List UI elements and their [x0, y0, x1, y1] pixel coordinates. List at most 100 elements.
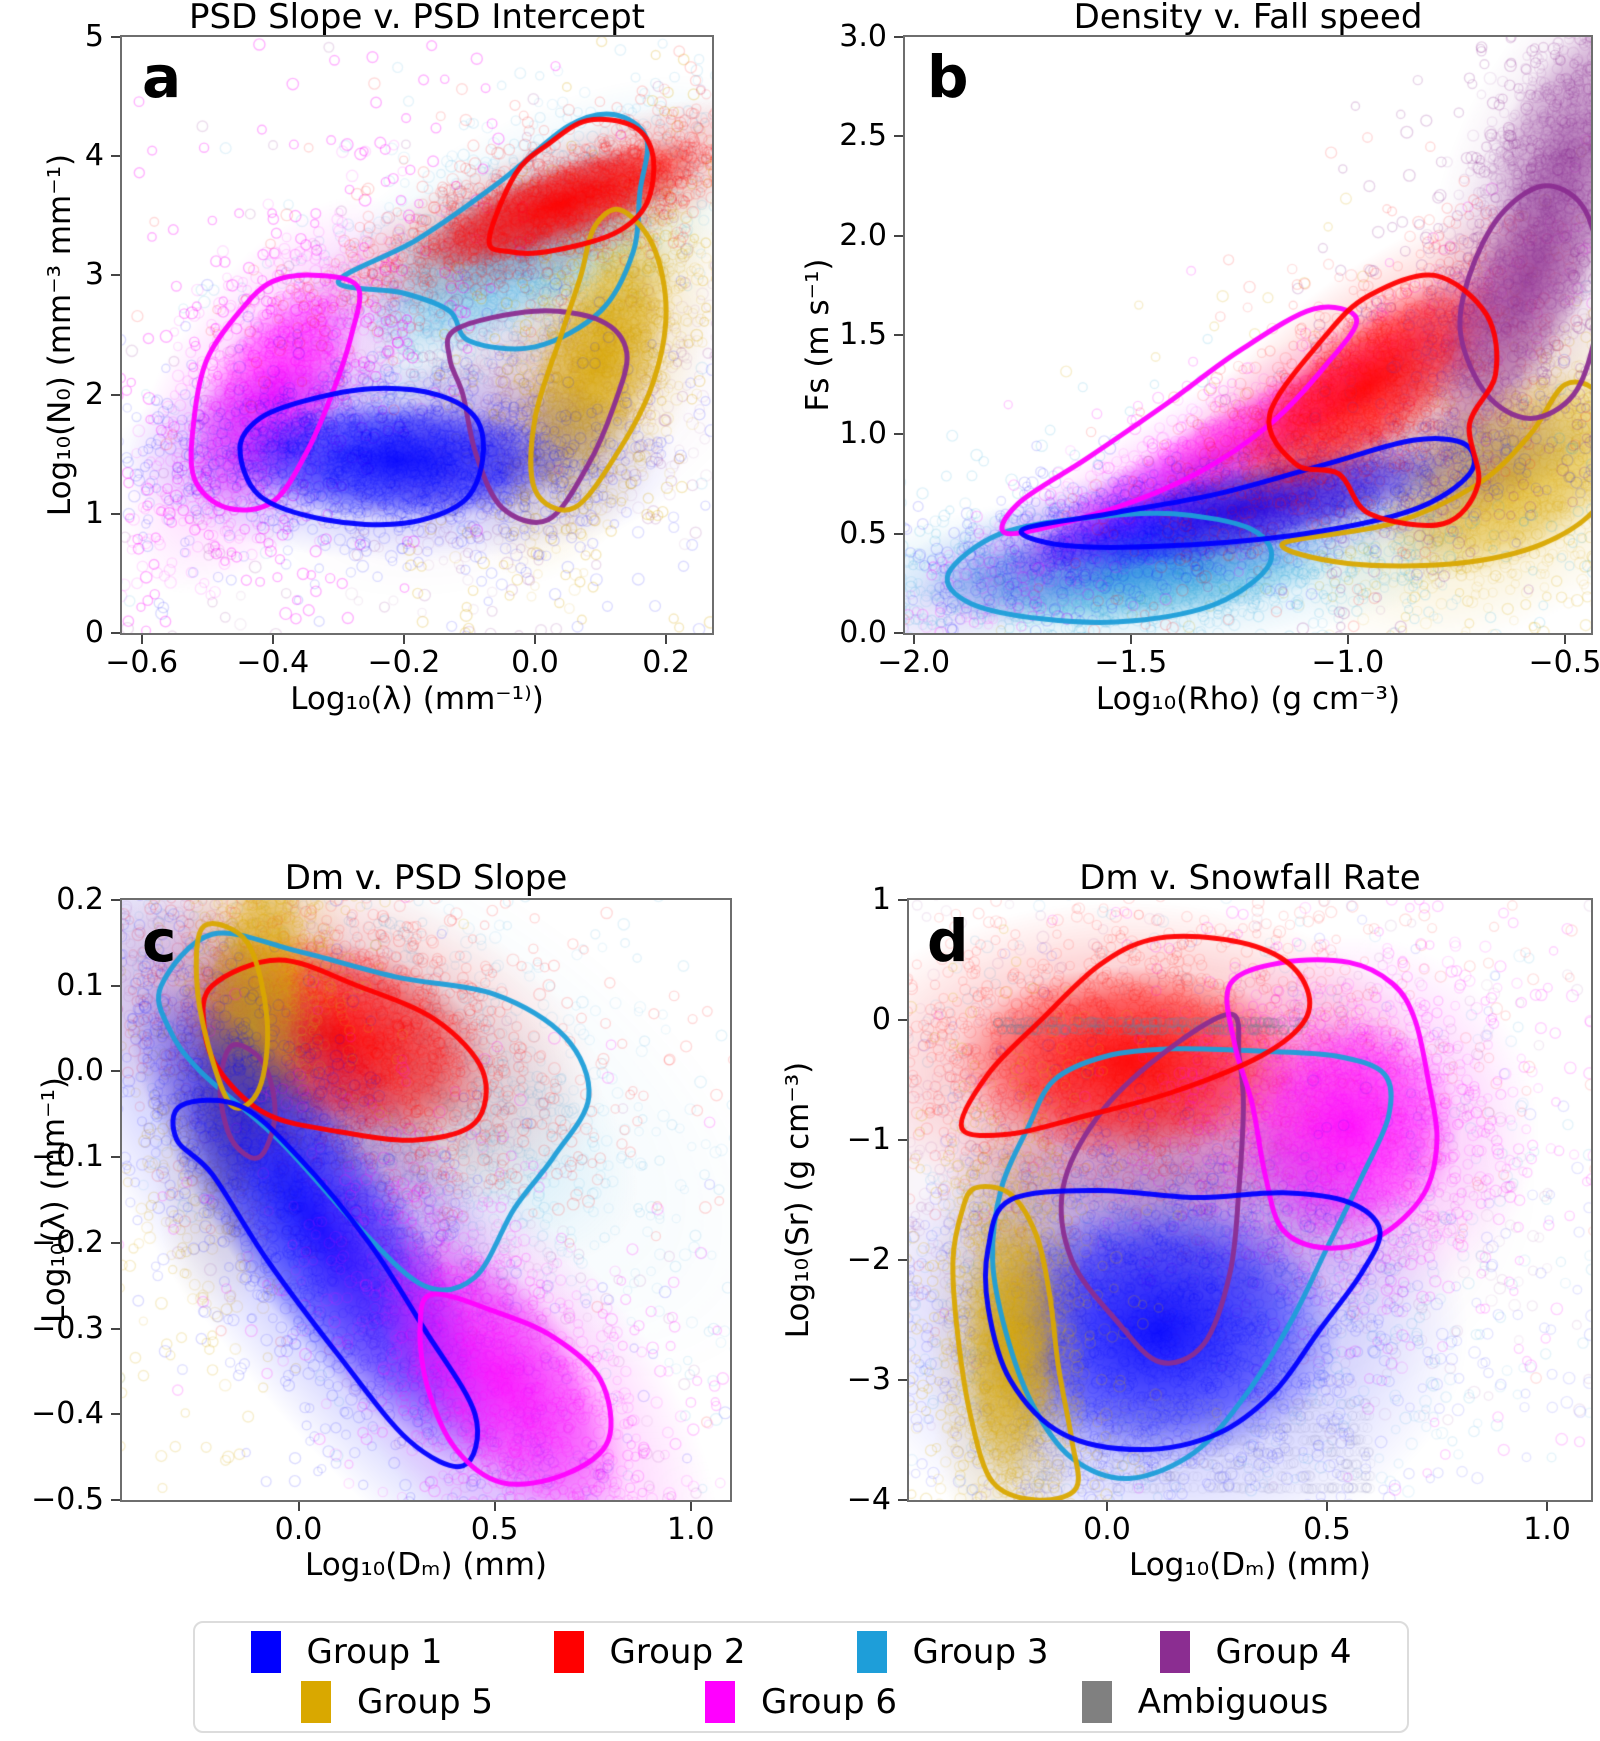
x-tick-mark	[1563, 635, 1566, 644]
x-tick-mark	[1546, 1502, 1548, 1511]
legend-label-group-4: Group 4	[1215, 1632, 1352, 1672]
panel-d-yaxis-label: Log₁₀(Sr) (g cm⁻³)	[780, 1061, 816, 1339]
y-tick-mark	[898, 1499, 907, 1501]
y-tick-label: −0.3	[31, 1310, 104, 1346]
y-tick-label: −1	[846, 1122, 891, 1157]
x-tick-mark	[912, 635, 915, 644]
y-tick-label: −0.2	[31, 1224, 104, 1260]
y-tick-mark	[894, 36, 903, 38]
legend-swatch-group-4	[1159, 1631, 1190, 1673]
y-tick-label: −0.1	[31, 1139, 104, 1175]
legend-label-group-2: Group 2	[609, 1632, 746, 1672]
x-tick-label: −0.4	[236, 645, 310, 680]
y-tick-label: −0.4	[31, 1396, 104, 1432]
y-tick-mark	[111, 36, 120, 38]
y-tick-mark	[111, 984, 120, 987]
y-tick-label: 5	[84, 19, 104, 54]
panel-d-xaxis-label: Log₁₀(Dₘ) (mm)	[1128, 1547, 1372, 1583]
y-tick-label: 0	[84, 615, 104, 650]
y-tick-label: 2.5	[839, 118, 887, 154]
x-tick-mark	[1106, 1502, 1108, 1511]
y-tick-mark	[111, 1241, 120, 1244]
y-tick-mark	[898, 1259, 907, 1261]
x-tick-label: 1.0	[1523, 1512, 1571, 1547]
legend-label-ambiguous: Ambiguous	[1137, 1682, 1329, 1722]
panel-d-plot-area	[907, 898, 1593, 1502]
y-tick-mark	[894, 234, 903, 237]
legend-label-group-6: Group 6	[761, 1682, 897, 1722]
y-tick-label: 2	[84, 376, 104, 412]
legend-item-group-5: Group 5	[195, 1681, 599, 1723]
x-tick-mark	[534, 635, 536, 644]
y-tick-label: 3.0	[839, 19, 887, 54]
x-tick-label: 0.5	[470, 1512, 519, 1547]
y-tick-label: 1.5	[839, 317, 887, 352]
legend-item-group-2: Group 2	[498, 1631, 801, 1673]
legend-swatch-group-6	[705, 1681, 736, 1723]
legend-item-group-4: Group 4	[1104, 1631, 1407, 1673]
legend-row-1: Group 1 Group 2 Group 3 Group 4	[195, 1631, 1407, 1673]
x-tick-mark	[1346, 635, 1349, 644]
panel-b-plot-area	[903, 35, 1593, 635]
y-tick-mark	[111, 155, 120, 158]
y-tick-label: 0	[871, 1002, 891, 1037]
y-tick-mark	[111, 899, 120, 901]
x-tick-mark	[1326, 1502, 1328, 1511]
y-tick-label: −0.5	[31, 1482, 104, 1517]
x-tick-label: −0.6	[105, 645, 179, 680]
y-tick-label: −3	[846, 1362, 891, 1397]
legend-swatch-group-2	[553, 1631, 584, 1673]
panel-b-scatter-canvas	[905, 37, 1591, 633]
y-tick-label: 0.2	[56, 882, 104, 917]
x-tick-mark	[140, 635, 143, 644]
legend-item-group-3: Group 3	[801, 1631, 1104, 1673]
y-tick-mark	[894, 433, 903, 436]
legend-label-group-1: Group 1	[306, 1632, 443, 1672]
x-tick-label: −1.5	[1094, 645, 1168, 680]
y-tick-label: 0.5	[839, 515, 887, 551]
y-tick-mark	[898, 899, 907, 901]
panel-b-letter: b	[927, 43, 969, 111]
y-tick-mark	[894, 334, 903, 336]
legend-swatch-group-1	[250, 1631, 281, 1673]
legend-item-group-6: Group 6	[599, 1681, 1003, 1723]
y-tick-label: 0.0	[839, 615, 887, 650]
x-tick-label: −0.2	[367, 645, 441, 680]
legend-label-group-3: Group 3	[912, 1632, 1049, 1672]
x-tick-label: 0.0	[274, 1512, 323, 1547]
y-tick-label: 4	[84, 138, 104, 174]
panel-b-title: Density v. Fall speed	[1073, 0, 1423, 37]
panel-c-xaxis-label: Log₁₀(Dₘ) (mm)	[304, 1547, 548, 1583]
y-tick-mark	[894, 632, 903, 634]
x-tick-label: 1.0	[666, 1512, 715, 1547]
panel-d-title: Dm v. Snowfall Rate	[1079, 858, 1421, 898]
panel-c-title: Dm v. PSD Slope	[284, 858, 568, 898]
panel-c-letter: c	[142, 907, 177, 975]
y-tick-label: 1.0	[839, 416, 887, 452]
legend-swatch-group-3	[856, 1631, 887, 1673]
y-tick-mark	[898, 1139, 907, 1141]
panel-b-xaxis-label: Log₁₀(Rho) (g cm⁻³)	[1095, 681, 1401, 717]
y-tick-mark	[111, 1499, 120, 1501]
y-tick-mark	[111, 512, 120, 515]
x-tick-mark	[271, 635, 274, 644]
y-tick-mark	[111, 632, 120, 634]
y-tick-label: 1	[84, 495, 104, 531]
legend: Group 1 Group 2 Group 3 Group 4 Group 5	[193, 1621, 1409, 1733]
panel-a-xaxis-label: Log₁₀(λ) (mm⁻¹⁾)	[290, 681, 544, 717]
x-tick-mark	[297, 1502, 300, 1511]
y-tick-mark	[894, 532, 903, 535]
x-tick-label: 0.0	[511, 645, 559, 680]
y-tick-mark	[898, 1019, 907, 1021]
legend-item-ambiguous: Ambiguous	[1003, 1681, 1407, 1723]
y-tick-label: 0.1	[56, 967, 104, 1003]
x-tick-mark	[1129, 635, 1132, 644]
legend-label-group-5: Group 5	[357, 1682, 493, 1722]
x-tick-mark	[493, 1502, 496, 1511]
y-tick-label: 0.0	[56, 1053, 104, 1089]
panel-a-title: PSD Slope v. PSD Intercept	[189, 0, 645, 37]
y-tick-mark	[898, 1379, 907, 1381]
